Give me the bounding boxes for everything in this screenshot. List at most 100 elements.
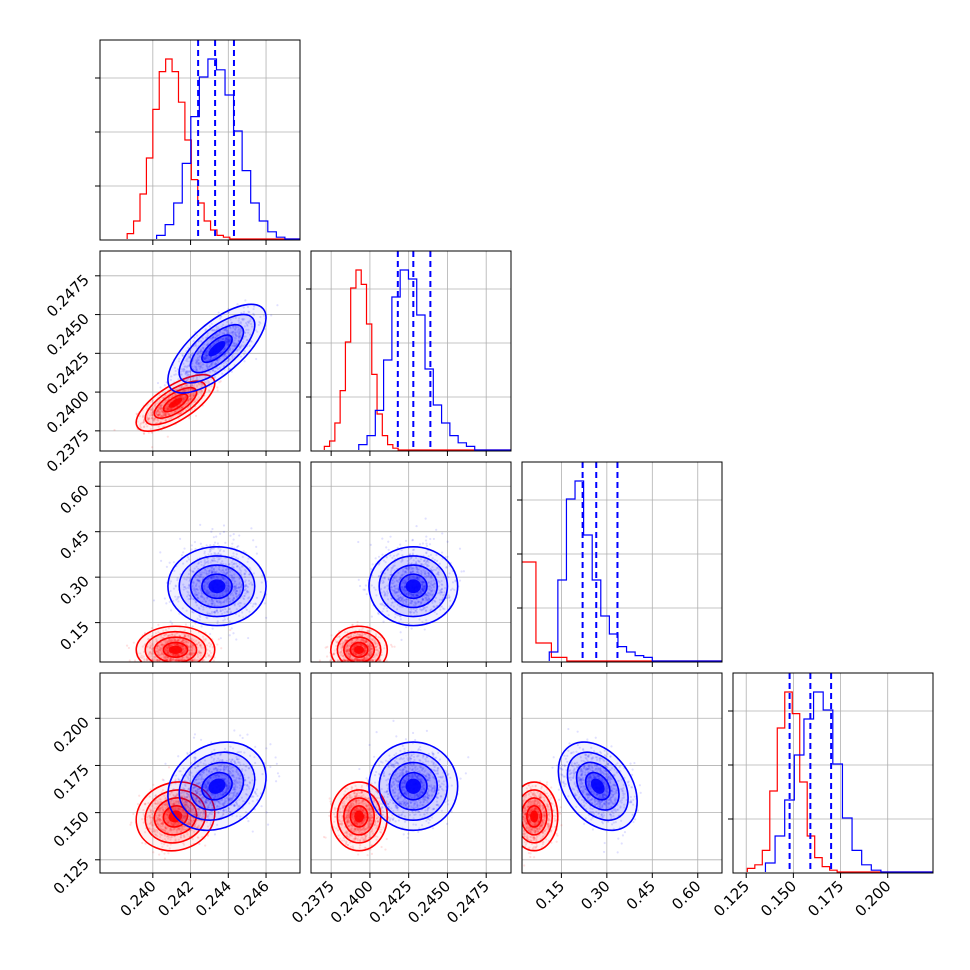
panel-p4-p1-blue-contour-1 (189, 761, 245, 811)
x-tick-label-p2-3: 0.2450 (404, 877, 454, 927)
hist-p4-blue-steps (764, 691, 933, 873)
panel-p4-p2-ticks (330, 873, 487, 878)
y-tick-label-p3-0: 0.15 (56, 618, 92, 654)
panel-p2-p1-red-contour-3 (135, 373, 216, 432)
x-tick-label-p3-3: 0.60 (668, 877, 704, 913)
x-tick-label-p4-1: 0.150 (757, 877, 800, 920)
x-tick-label-p2-0: 0.2375 (288, 877, 338, 927)
panel-p3-p1-blue-contour-3 (167, 546, 267, 627)
panel-p3-p2-red-contour-3 (330, 625, 389, 662)
hist-p3-frame (521, 461, 723, 663)
panel-p3-p2-frame (310, 461, 512, 663)
x-tick-label-p1-3: 0.246 (230, 877, 273, 920)
hist-p1-blue-steps (156, 58, 300, 240)
hist-p2-red-steps (323, 269, 511, 451)
panel-p2-p1-red-contour-0 (162, 393, 189, 413)
panel-p4-p1-frame (99, 672, 301, 874)
panel-p4-p2-blue-contour-1 (388, 761, 439, 811)
y-tick-label-p4-0: 0.125 (50, 855, 93, 898)
panel-p3-p1-ticks (95, 485, 267, 667)
panel-p4-p3-blue-contour-0 (584, 771, 611, 801)
panel-p4-p1-ticks (95, 717, 267, 878)
panel-p3-p2-red-contour-0 (349, 641, 369, 658)
hist-p4-grid (733, 673, 933, 873)
panel-p4-p1-red-contour-1 (153, 797, 198, 836)
x-tick-label-p4-2: 0.175 (804, 877, 847, 920)
panel-p3-p1-frame (99, 461, 301, 663)
panel-p3-p1-blue-contour-2 (178, 555, 256, 618)
panel-p2-p1-blue-contour-0 (201, 334, 233, 364)
panel-p4-p2-blue-contour-0 (398, 771, 428, 801)
x-tick-label-p4-0: 0.125 (710, 877, 753, 920)
panel-p4-p2-red-contour-0 (349, 805, 369, 828)
panel-p3-p2-blue-contour-0 (398, 573, 428, 600)
hist-p4-red-steps (746, 691, 933, 873)
panel-p4-p2-red-contour-3 (330, 781, 389, 852)
y-tick-label-p2-4: 0.2475 (43, 271, 93, 321)
hist-p1-grid (100, 40, 300, 240)
panel-p4-p1-density (135, 741, 267, 852)
panel-p3-p2-density (330, 546, 459, 662)
panel-p2-p1-ticks (95, 275, 267, 456)
panel-p2-p1-grid (100, 251, 300, 451)
hist-p1-ticks (95, 77, 267, 245)
y-tick-label-p2-1: 0.2400 (43, 387, 93, 437)
panel-p4-p1-blue-contour-2 (178, 751, 256, 821)
panel-p4-p3-blue-contour-2 (566, 751, 629, 821)
x-tick-label-p3-0: 0.15 (532, 877, 568, 913)
hist-p2-grid (311, 251, 511, 451)
panel-p4-p2-blue-contour-2 (378, 751, 449, 821)
hist-p3-grid (522, 462, 722, 662)
x-tick-label-p2-2: 0.2425 (366, 877, 416, 927)
panel-p4-p3-density (522, 741, 638, 852)
panel-p2-p1-blue-contour-3 (167, 303, 267, 394)
panel-p4-p3-frame (521, 672, 723, 874)
panel-p3-p1-blue-contour-1 (189, 564, 245, 609)
panel-p3-p2-red-contour-2 (336, 630, 382, 662)
panel-p4-p3-ticks (560, 873, 699, 878)
panel-p4-p1-red-contour-3 (135, 781, 216, 852)
panel-p2-p1-frame (99, 250, 301, 452)
panel-p3-p1-density (135, 546, 267, 662)
panel-p3-p2-ticks (330, 662, 487, 667)
panel-p4-p1-blue-contour-3 (167, 741, 267, 832)
panel-p3-p2-red-contour-1 (343, 636, 376, 662)
panel-p4-p3-red-contour-0 (526, 805, 543, 828)
panel-p3-p1-red-contour-1 (153, 636, 198, 662)
y-tick-label-p4-3: 0.200 (50, 713, 93, 756)
y-tick-label-p3-1: 0.30 (56, 572, 92, 608)
hist-p3-red-steps (522, 561, 722, 662)
panel-p4-p3-red-contour-2 (522, 789, 554, 844)
hist-p1-frame (99, 39, 301, 241)
y-tick-label-p2-2: 0.2425 (43, 348, 93, 398)
panel-p3-p1-red-contour-3 (135, 625, 216, 662)
y-tick-label-p4-2: 0.175 (50, 761, 93, 804)
panel-p4-p1-blue-contour-0 (201, 771, 233, 801)
panel-p4-p3-blue-contour-3 (557, 741, 638, 832)
panel-p4-p2-frame (310, 672, 512, 874)
panel-p4-p3-grid (522, 673, 722, 873)
hist-p4-frame (732, 672, 934, 874)
panel-p3-p1-grid (100, 462, 300, 662)
y-tick-label-p3-2: 0.45 (56, 527, 92, 563)
panel-p3-p2-blue-contour-3 (368, 546, 459, 627)
panel-p2-p1-red-contour-2 (144, 380, 207, 426)
x-tick-label-p3-2: 0.45 (623, 877, 659, 913)
hist-p2-blue-steps (358, 269, 511, 451)
hist-p1-red-steps (126, 58, 300, 240)
y-tick-label-p2-3: 0.2450 (43, 310, 93, 360)
y-tick-label-p4-1: 0.150 (50, 808, 93, 851)
hist-p4-ticks (728, 710, 889, 878)
panel-p4-p3-blue-contour-1 (575, 761, 620, 811)
panel-p3-p1-red-contour-0 (162, 641, 189, 658)
y-tick-label-p2-0: 0.2375 (43, 426, 93, 476)
x-tick-label-p1-0: 0.240 (117, 877, 160, 920)
panel-p4-p2-red-contour-1 (343, 797, 376, 836)
panel-p3-p1-blue-contour-0 (201, 573, 233, 600)
hist-p2-frame (310, 250, 512, 452)
hist-p3-blue-steps (548, 480, 722, 662)
panel-p4-p1-grid (100, 673, 300, 873)
panel-p3-p2-blue-contour-2 (378, 555, 449, 618)
hist-p3-ticks (517, 499, 699, 667)
